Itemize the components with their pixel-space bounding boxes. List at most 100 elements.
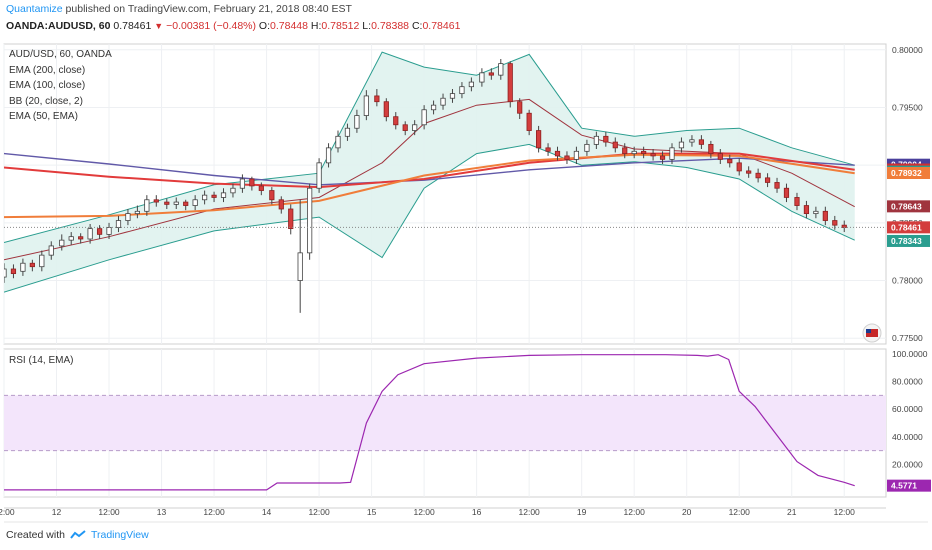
publish-info: Quantamize published on TradingView.com,… (6, 3, 352, 15)
high-value: 0.78512 (321, 20, 360, 32)
candle-down (774, 182, 780, 189)
candle-down (164, 201, 170, 205)
candle-down (288, 208, 294, 230)
candle-up (573, 150, 580, 160)
publish-text: published on TradingView.com, February 2… (65, 3, 352, 15)
price-tag-label: 0.78461 (891, 222, 922, 232)
time-tick-label: 12:00 (413, 507, 435, 517)
candle-down (755, 172, 761, 179)
price-axis: 0.800000.795000.790000.785000.780000.775… (892, 45, 923, 343)
open-value: 0.78448 (270, 20, 308, 32)
candle-down (564, 155, 570, 160)
ema50-line (4, 153, 855, 219)
price-tag-label: 0.78643 (891, 201, 922, 211)
rsi-band (4, 394, 886, 452)
rsi-tick-label: 80.0000 (892, 377, 923, 387)
created-with-label: Created with (6, 529, 65, 541)
candle-down (708, 143, 714, 155)
author-link[interactable]: Quantamize (6, 3, 63, 15)
rsi-tick-label: 100.0000 (892, 349, 928, 359)
time-tick-label: 12:00 (729, 507, 751, 517)
candle-down (211, 194, 217, 198)
candle-down (764, 177, 771, 183)
rsi-tick-label: 60.0000 (892, 404, 923, 414)
ema100-line (4, 152, 855, 189)
close-label: C: (411, 20, 423, 32)
price-tag (887, 221, 930, 234)
rsi-legend: RSI (14, EMA) (9, 355, 74, 366)
price-tag-label: 0.78343 (891, 236, 922, 246)
candle-up (20, 262, 26, 272)
price-tick-label: 0.77500 (892, 333, 923, 343)
rsi-line (4, 354, 855, 491)
ohlc-header: OANDA:AUDUSD, 60 0.78461 ▼ −0.00381 (−0.… (6, 20, 460, 32)
candle-up (689, 139, 695, 143)
flag-canton-icon (866, 329, 871, 333)
candle-up (39, 254, 45, 268)
candle-up (220, 192, 227, 198)
tradingview-logo-icon (70, 530, 86, 539)
candle-up (87, 228, 93, 240)
legend-ema200: EMA (200, close) (9, 64, 86, 76)
candle-down (603, 135, 609, 143)
candle-down (803, 205, 810, 215)
candle-up (421, 109, 427, 126)
high-label: H: (310, 20, 322, 32)
time-tick-label: 20 (682, 507, 692, 517)
candle-down (727, 158, 733, 164)
candle-down (383, 101, 389, 118)
candle-down (153, 199, 159, 203)
candle-up (59, 239, 65, 247)
down-arrow-icon: ▼ (154, 21, 164, 31)
bollinger-bands (4, 51, 855, 293)
candle-down (659, 155, 666, 160)
candle-up (68, 236, 74, 241)
legend-title: AUD/USD, 60, OANDA (9, 49, 112, 60)
price-tick-label: 0.78000 (892, 276, 923, 286)
candle-up (631, 150, 637, 155)
price-tick-label: 0.79500 (892, 102, 923, 112)
candle-down (78, 236, 84, 240)
candle-up (430, 104, 437, 111)
time-tick-label: 12:00 (203, 507, 225, 517)
ema-lines (4, 152, 855, 219)
candle-down (96, 228, 103, 235)
legend-ema100: EMA (100, close) (9, 80, 86, 91)
candle-down (10, 268, 17, 275)
legend-ema50: EMA (50, EMA) (9, 111, 78, 122)
candle-up (173, 201, 179, 205)
candle-up (440, 97, 446, 106)
flag-logo (862, 323, 882, 343)
footer: Created with TradingView (6, 529, 149, 541)
candle-up (459, 86, 465, 95)
last-price: 0.78461 (113, 20, 152, 32)
rsi-overbought-oversold-band (4, 395, 886, 451)
candles (4, 59, 886, 313)
candle-down (746, 170, 752, 174)
time-axis: 12:00 12 12:00 13 12:00 14 12:00 15 12:00 16 12:00… (0, 507, 855, 517)
rsi-last-tag (887, 479, 931, 492)
low-label: L: (362, 20, 372, 32)
candle-up (125, 213, 131, 221)
tradingview-link[interactable]: TradingView (90, 529, 149, 541)
candle-down (393, 116, 399, 126)
candle-up (344, 127, 351, 137)
candle-down (29, 262, 35, 268)
candle-up (307, 187, 313, 254)
low-value: 0.78388 (371, 20, 410, 32)
price-tag (887, 167, 930, 179)
time-tick-label: 12:00 (308, 507, 330, 517)
symbol-label: OANDA:AUDUSD, 60 (6, 20, 111, 32)
time-tick-label: 12:00 (98, 507, 120, 517)
candle-down (402, 124, 408, 131)
price-tick-label: 0.80000 (892, 45, 923, 55)
candle-down (278, 199, 284, 210)
candle-up (115, 220, 122, 228)
candle-up (354, 115, 360, 129)
candle-down (269, 190, 275, 201)
time-tick-label: 14 (262, 507, 272, 517)
rsi-last-tag-label: 4.5771 (891, 481, 917, 491)
candle-down (650, 153, 656, 157)
candle-down (545, 147, 551, 152)
